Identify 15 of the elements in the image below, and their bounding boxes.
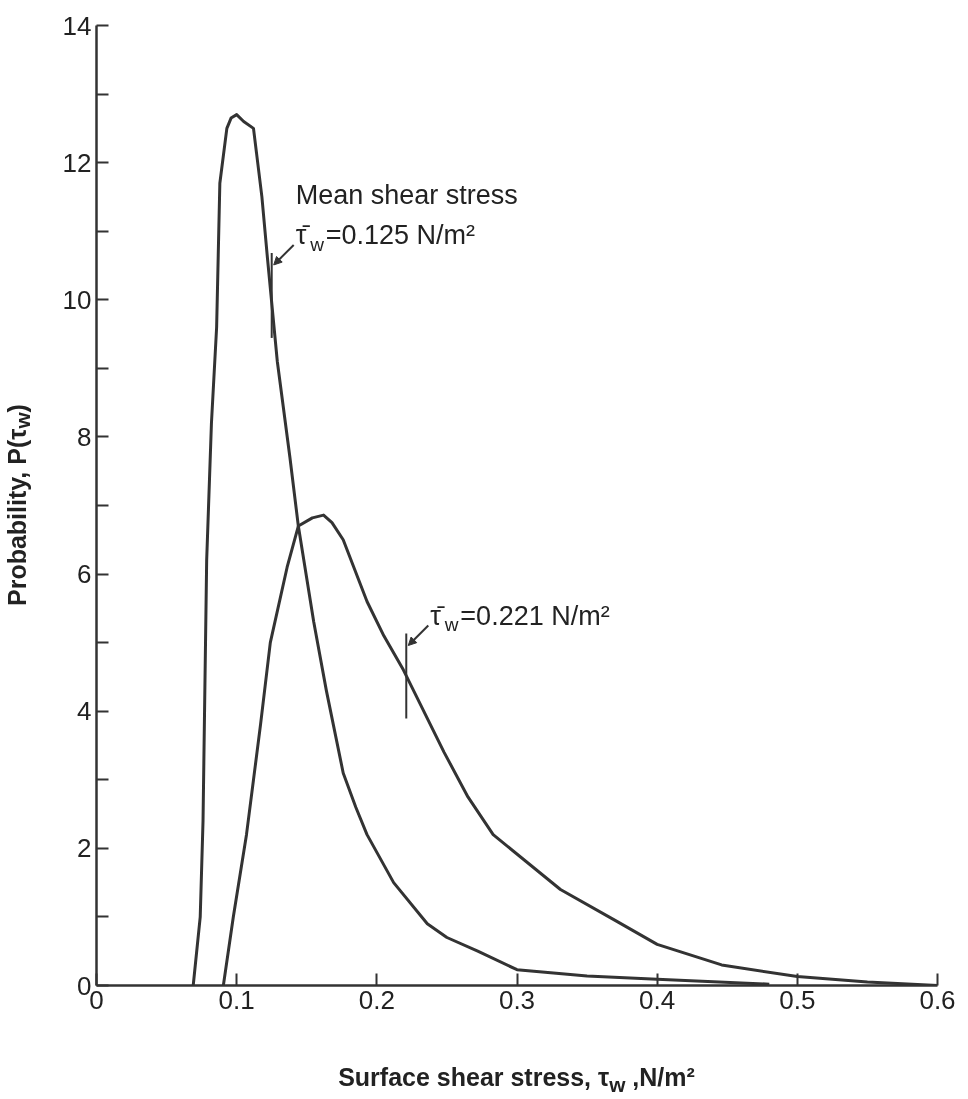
x-axis-title: Surface shear stress, τ$_{w}$ ,N/m² [337,1062,696,1098]
x-tick-label: 0.1 [218,984,255,1015]
y-tick-label: 14 [62,10,92,41]
y-tick-label: 2 [77,833,92,864]
x-tick-label: 0.6 [919,984,956,1015]
x-tick-label: 0.2 [358,984,395,1015]
y-tick-label: 10 [62,284,92,315]
x-tick-label: 0.4 [639,984,676,1015]
y-tick-label: 6 [77,559,92,590]
y-tick-label: 4 [77,696,92,727]
x-tick-label: 0.3 [498,984,536,1015]
y-tick-label: 12 [62,147,92,178]
annotation: Mean shear stress [295,179,518,210]
x-tick-label: 0.5 [779,984,816,1015]
y-tick-label: 8 [77,421,92,452]
